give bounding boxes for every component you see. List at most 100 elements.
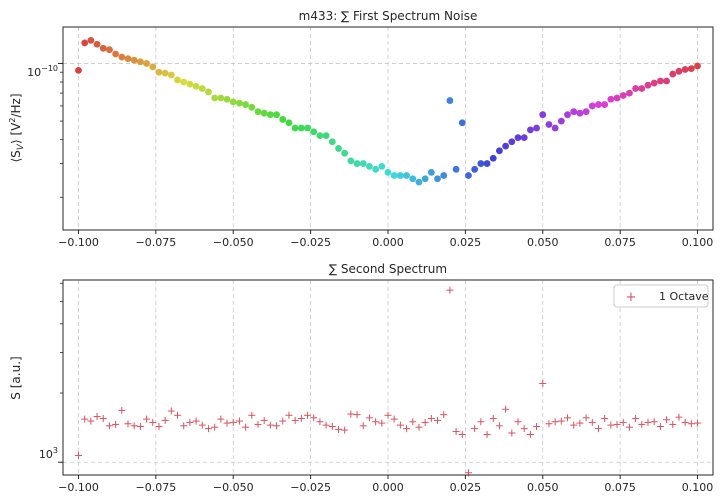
data-point: [681, 418, 689, 426]
data-point: [316, 418, 324, 426]
data-point: [211, 423, 219, 431]
x-tick-label: 0.075: [604, 236, 636, 249]
data-point: [570, 108, 578, 116]
data-point: [372, 165, 380, 173]
data-point: [99, 44, 107, 52]
data-point: [328, 423, 336, 431]
data-point: [229, 98, 237, 106]
data-point: [310, 414, 318, 422]
data-point: [582, 414, 590, 422]
data-point: [297, 124, 305, 132]
data-point: [266, 421, 274, 429]
data-point: [174, 76, 181, 84]
data-point: [588, 102, 596, 110]
x-tick-label: 0.025: [450, 236, 482, 249]
data-point: [502, 405, 510, 413]
data-point: [694, 419, 702, 427]
data-point: [279, 417, 287, 425]
data-point: [223, 95, 231, 103]
data-point: [656, 77, 664, 85]
panel2-title: ∑ Second Spectrum: [329, 262, 447, 276]
panel1-points: [75, 36, 701, 186]
data-point: [130, 56, 138, 64]
data-point: [557, 117, 565, 125]
data-point: [514, 418, 522, 426]
data-point: [576, 419, 584, 427]
data-point: [384, 411, 392, 419]
data-point: [508, 138, 516, 146]
data-point: [588, 418, 596, 426]
data-point: [452, 428, 460, 436]
x-tick-label: 0.050: [527, 236, 559, 249]
legend-marker: +: [626, 290, 637, 305]
data-point: [161, 69, 169, 77]
x-tick-label: 0.075: [604, 481, 636, 494]
x-tick-label: 0.000: [372, 481, 404, 494]
data-point: [365, 414, 373, 422]
data-point: [570, 421, 578, 429]
data-point: [396, 172, 404, 179]
panel1-title: m433: ∑ First Spectrum Noise: [299, 9, 478, 23]
data-point: [204, 425, 212, 433]
data-point: [75, 66, 82, 74]
data-point: [477, 160, 485, 167]
data-point: [198, 421, 206, 429]
x-tick-label: −0.050: [213, 481, 254, 494]
data-point: [254, 108, 262, 116]
data-point: [483, 431, 491, 439]
data-point: [613, 420, 621, 428]
data-point: [607, 421, 615, 429]
data-point: [384, 168, 392, 176]
data-point: [489, 414, 497, 422]
data-point: [632, 85, 640, 92]
data-point: [93, 40, 101, 48]
data-point: [625, 423, 633, 431]
data-point: [248, 103, 256, 111]
x-tick-label: −0.100: [58, 481, 99, 494]
data-point: [167, 71, 175, 79]
panel2-ytick-major-label: 103: [39, 446, 58, 461]
data-point: [687, 420, 695, 428]
data-point: [396, 421, 404, 429]
data-point: [211, 94, 219, 102]
data-point: [545, 420, 553, 428]
data-point: [663, 77, 670, 85]
data-point: [192, 82, 200, 90]
data-point: [694, 62, 701, 70]
data-point: [353, 411, 361, 419]
data-point: [186, 418, 194, 426]
data-point: [359, 160, 367, 167]
panel2-y-ticks: [58, 282, 63, 463]
x-tick-label: 0.000: [372, 236, 404, 249]
data-point: [663, 416, 671, 424]
data-point: [93, 413, 101, 421]
data-point: [254, 420, 262, 428]
legend: + 1 Octave: [613, 284, 709, 308]
data-point: [638, 420, 646, 428]
data-point: [446, 286, 454, 294]
data-point: [650, 79, 658, 87]
data-point: [291, 124, 299, 132]
x-tick-label: −0.050: [213, 236, 254, 249]
data-point: [335, 145, 342, 152]
data-point: [260, 416, 268, 424]
legend-box: [613, 284, 709, 308]
data-point: [483, 160, 491, 167]
data-point: [403, 172, 410, 179]
data-point: [273, 422, 281, 430]
data-point: [297, 414, 305, 422]
second-spectrum-panel: ∑ Second Spectrum −0.100 −0.075 −0.050 −0.0…: [9, 262, 714, 494]
data-point: [81, 39, 89, 47]
data-point: [644, 81, 652, 89]
data-point: [427, 168, 435, 176]
data-point: [372, 418, 380, 426]
data-point: [471, 425, 479, 433]
data-point: [557, 417, 565, 425]
panel1-y-ticks: [58, 62, 63, 198]
data-point: [242, 101, 250, 108]
data-point: [180, 422, 188, 430]
data-point: [576, 109, 584, 117]
data-point: [669, 70, 677, 78]
data-point: [613, 94, 621, 102]
data-point: [582, 108, 590, 116]
